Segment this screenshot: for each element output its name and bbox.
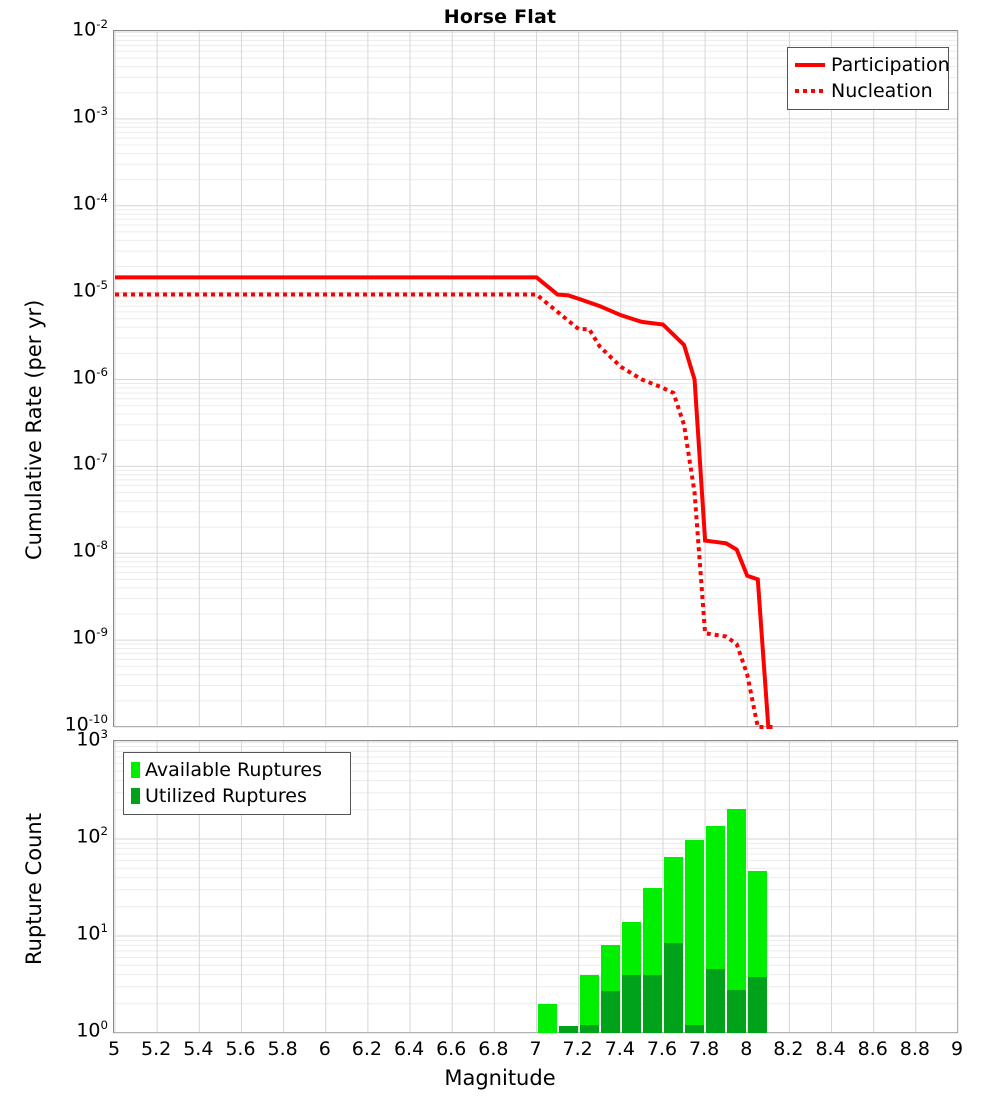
y-tick-label: 10-10 bbox=[64, 712, 108, 736]
x-tick-label: 8.8 bbox=[899, 1038, 930, 1060]
bar-group bbox=[685, 741, 705, 1034]
x-tick-label: 6.4 bbox=[393, 1038, 425, 1060]
bar-segment-utilized bbox=[727, 989, 747, 1033]
bar-group bbox=[727, 741, 747, 1034]
bar-group bbox=[748, 741, 768, 1034]
x-tick-label: 8.6 bbox=[857, 1038, 888, 1060]
bar-segment-utilized bbox=[621, 974, 641, 1033]
x-tick-label: 5 bbox=[107, 1038, 121, 1060]
bar-segment-available bbox=[579, 974, 599, 1033]
bottom-y-axis-label: Rupture Count bbox=[22, 813, 46, 965]
rupture-count-bars bbox=[114, 741, 957, 1034]
dotted-line-icon bbox=[795, 89, 825, 93]
x-tick-label: 7.6 bbox=[646, 1038, 678, 1060]
legend-label: Participation bbox=[831, 54, 950, 76]
bar-segment-available bbox=[537, 1003, 557, 1033]
bottom-legend: Available Ruptures Utilized Ruptures bbox=[123, 752, 351, 815]
page-title: Horse Flat bbox=[443, 6, 557, 28]
curve-nucleation bbox=[115, 292, 765, 729]
bar-segment-utilized bbox=[600, 991, 620, 1033]
legend-item: Utilized Ruptures bbox=[131, 783, 343, 809]
color-swatch-icon bbox=[131, 788, 140, 804]
y-tick-label: 10-8 bbox=[72, 538, 108, 562]
y-tick-label: 101 bbox=[76, 921, 108, 945]
top-legend: Participation Nucleation bbox=[787, 47, 950, 110]
bar-group bbox=[558, 741, 578, 1034]
x-tick-label: 7.2 bbox=[562, 1038, 593, 1060]
cumulative-rate-plot bbox=[113, 30, 959, 729]
color-swatch-icon bbox=[131, 762, 140, 778]
y-tick-label: 10-9 bbox=[72, 625, 108, 649]
x-tick-label: 6.2 bbox=[351, 1038, 382, 1060]
bar-segment-utilized bbox=[748, 976, 768, 1033]
x-tick-label: 6 bbox=[318, 1038, 331, 1060]
y-tick-label: 102 bbox=[76, 824, 108, 848]
y-tick-label: 10-5 bbox=[72, 277, 108, 301]
bar-segment-utilized bbox=[663, 942, 683, 1033]
solid-line-icon bbox=[795, 63, 825, 67]
bar-segment-utilized bbox=[558, 1026, 578, 1033]
x-tick-label: 7.4 bbox=[604, 1038, 635, 1060]
x-tick-label: 5.8 bbox=[267, 1038, 298, 1060]
bar-group bbox=[600, 741, 620, 1034]
bar-group bbox=[621, 741, 641, 1034]
x-tick-label: 7 bbox=[529, 1038, 542, 1060]
y-tick-label: 10-4 bbox=[72, 190, 108, 215]
x-tick-label: 5.6 bbox=[225, 1038, 256, 1060]
bar-segment-utilized bbox=[706, 968, 726, 1033]
bar-segment-utilized bbox=[642, 974, 662, 1033]
y-tick-label: 103 bbox=[76, 727, 108, 751]
legend-item: Available Ruptures bbox=[131, 757, 343, 783]
x-tick-label: 5.2 bbox=[141, 1038, 172, 1060]
x-tick-label: 7.8 bbox=[688, 1038, 720, 1060]
legend-label: Utilized Ruptures bbox=[145, 785, 307, 807]
x-axis-label: Magnitude bbox=[444, 1066, 556, 1090]
x-tick-label: 8.2 bbox=[773, 1038, 804, 1060]
x-tick-label: 6.8 bbox=[478, 1038, 509, 1060]
y-tick-label: 10-2 bbox=[72, 17, 108, 41]
legend-label: Nucleation bbox=[831, 80, 933, 102]
bar-group bbox=[706, 741, 726, 1034]
legend-label: Available Ruptures bbox=[145, 759, 322, 781]
mfd-curves bbox=[115, 275, 773, 729]
bar-group bbox=[663, 741, 683, 1034]
x-tick-label: 5.4 bbox=[183, 1038, 214, 1060]
bar-group bbox=[537, 741, 557, 1034]
legend-item: Nucleation bbox=[795, 78, 941, 104]
bar-group bbox=[642, 741, 662, 1034]
curve-participation bbox=[115, 275, 773, 729]
x-tick-label: 8 bbox=[740, 1038, 753, 1060]
x-tick-label: 9 bbox=[950, 1038, 964, 1060]
bar-segment-available bbox=[685, 839, 705, 1033]
legend-item: Participation bbox=[795, 52, 950, 78]
x-tick-label: 8.4 bbox=[815, 1038, 846, 1060]
top-y-axis-label: Cumulative Rate (per yr) bbox=[22, 299, 46, 560]
y-tick-label: 10-3 bbox=[72, 103, 108, 128]
top-gridlines bbox=[114, 31, 959, 728]
bar-segment-available bbox=[727, 808, 747, 1033]
bar-group bbox=[579, 741, 599, 1034]
y-tick-label: 10-6 bbox=[72, 364, 108, 388]
bar-segment-utilized bbox=[579, 1025, 599, 1033]
y-tick-label: 100 bbox=[76, 1018, 108, 1042]
x-tick-label: 6.6 bbox=[436, 1038, 467, 1060]
bar-segment-utilized bbox=[685, 1025, 705, 1033]
y-tick-label: 10-7 bbox=[72, 451, 108, 475]
